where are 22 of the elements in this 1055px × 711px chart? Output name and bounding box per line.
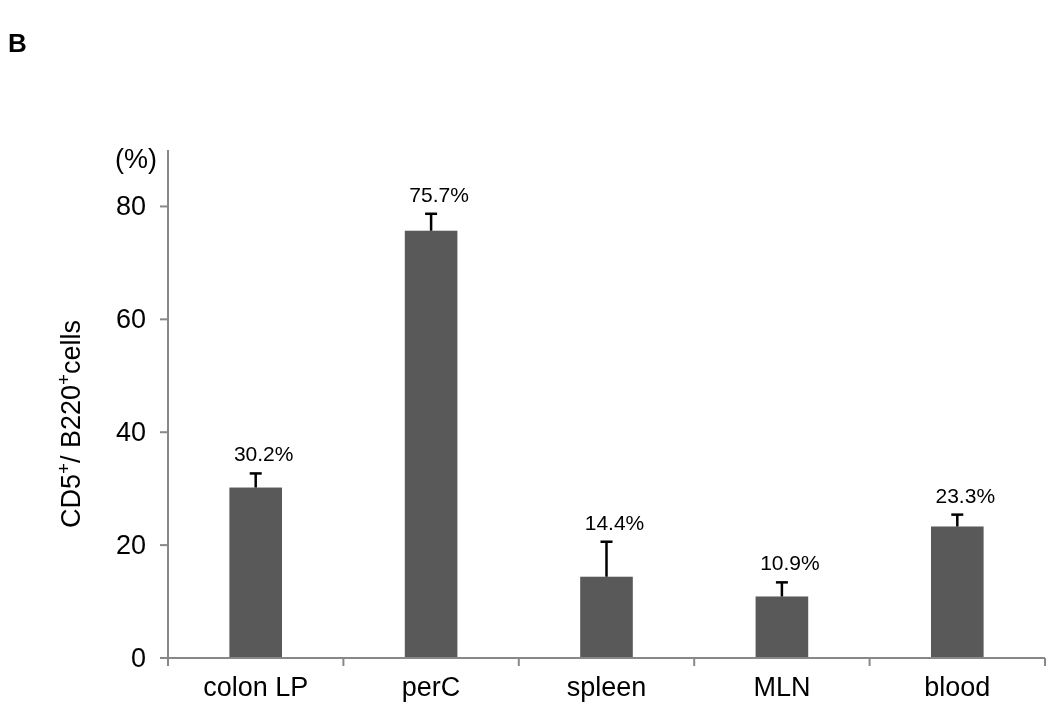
bar xyxy=(229,487,283,658)
bar xyxy=(580,576,633,658)
data-label: 30.2% xyxy=(233,442,294,466)
data-label: 23.3% xyxy=(935,483,996,507)
y-tick-label: 80 xyxy=(115,191,146,222)
bar xyxy=(404,230,458,658)
y-tick-label: 0 xyxy=(130,643,146,673)
text: B xyxy=(8,28,27,58)
y-tick-label: 20 xyxy=(115,530,146,561)
y-tick-label: 60 xyxy=(115,304,146,335)
data-label: 10.9% xyxy=(760,551,820,575)
data-label: 75.7% xyxy=(409,182,469,206)
y-tick-label: 40 xyxy=(115,417,146,448)
x-tick-label: perC xyxy=(401,672,461,702)
bar xyxy=(930,526,984,658)
text: (%) xyxy=(115,144,157,174)
data-label: 14.4% xyxy=(584,510,645,534)
x-tick-label: colon LP xyxy=(203,672,309,702)
bar xyxy=(755,596,809,658)
x-tick-label: blood xyxy=(924,672,991,702)
x-tick-label: MLN xyxy=(753,672,811,702)
x-tick-label: spleen xyxy=(566,672,647,702)
